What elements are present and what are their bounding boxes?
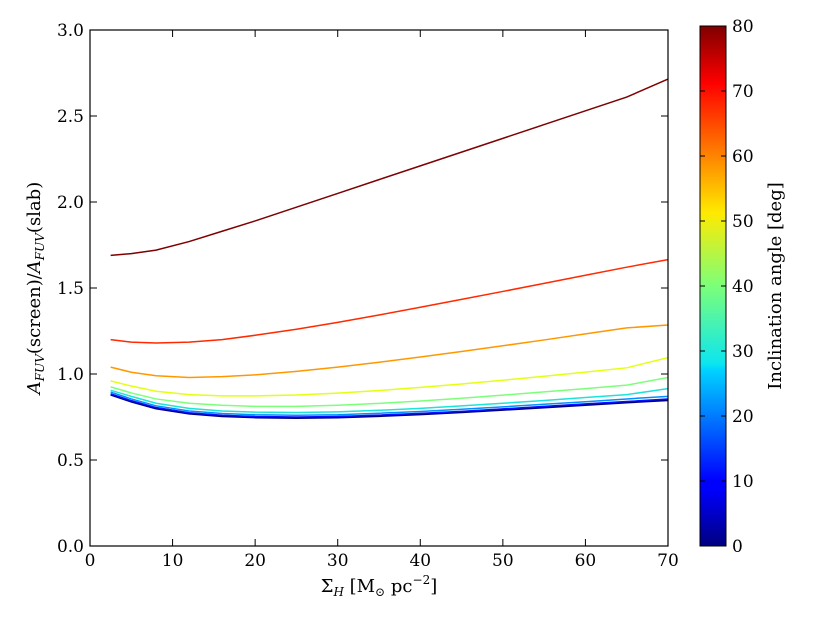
colorbar-tick-label: 40 <box>732 277 754 297</box>
y-tick-label: 2.5 <box>57 107 84 127</box>
series-group <box>110 78 668 419</box>
x-axis: 0 10 20 30 40 50 60 70 <box>85 30 679 571</box>
x-tick-label: 40 <box>409 551 431 571</box>
y-tick-label: 0.0 <box>57 537 84 557</box>
colorbar-tick-label: 10 <box>732 472 754 492</box>
x-tick-label: 10 <box>162 551 184 571</box>
x-axis-title: ΣH [M⊙ pc−2] <box>321 573 438 599</box>
series-line-10 <box>110 393 668 418</box>
y-axis: 0.0 0.5 1.0 1.5 2.0 2.5 3.0 <box>57 21 668 557</box>
y-tick-label: 3.0 <box>57 21 84 41</box>
x-tick-label: 50 <box>492 551 514 571</box>
series-line-80 <box>110 78 668 257</box>
colorbar-tick-label: 20 <box>732 407 754 427</box>
colorbar-label: Inclination angle [deg] <box>765 182 786 389</box>
series-line-50 <box>110 356 668 397</box>
series-line-20 <box>110 391 668 417</box>
colorbar-tick-label: 0 <box>732 537 743 557</box>
x-tick-label: 0 <box>85 551 96 571</box>
y-tick-label: 1.5 <box>57 279 84 299</box>
y-axis-title: AFUV(screen)/AFUV(slab) <box>24 182 47 396</box>
series-line-70 <box>110 258 668 344</box>
series-line-60 <box>110 324 668 379</box>
colorbar-tick-label: 70 <box>732 82 754 102</box>
y-tick-label: 0.5 <box>57 451 84 471</box>
plot-area <box>90 30 668 546</box>
x-tick-label: 70 <box>657 551 679 571</box>
colorbar-tick-label: 30 <box>732 342 754 362</box>
series-line-40 <box>110 376 668 408</box>
y-tick-label: 2.0 <box>57 193 84 213</box>
x-tick-label: 60 <box>575 551 597 571</box>
series-line-30 <box>110 387 668 414</box>
colorbar-tick-label: 80 <box>732 17 754 37</box>
series-line-0 <box>110 393 668 419</box>
colorbar-tick-label: 60 <box>732 147 754 167</box>
x-tick-label: 30 <box>327 551 349 571</box>
colorbar-ticks: 0 10 20 30 40 50 60 70 80 <box>700 17 754 557</box>
y-tick-label: 1.0 <box>57 365 84 385</box>
x-tick-label: 20 <box>244 551 266 571</box>
colorbar-tick-label: 50 <box>732 212 754 232</box>
